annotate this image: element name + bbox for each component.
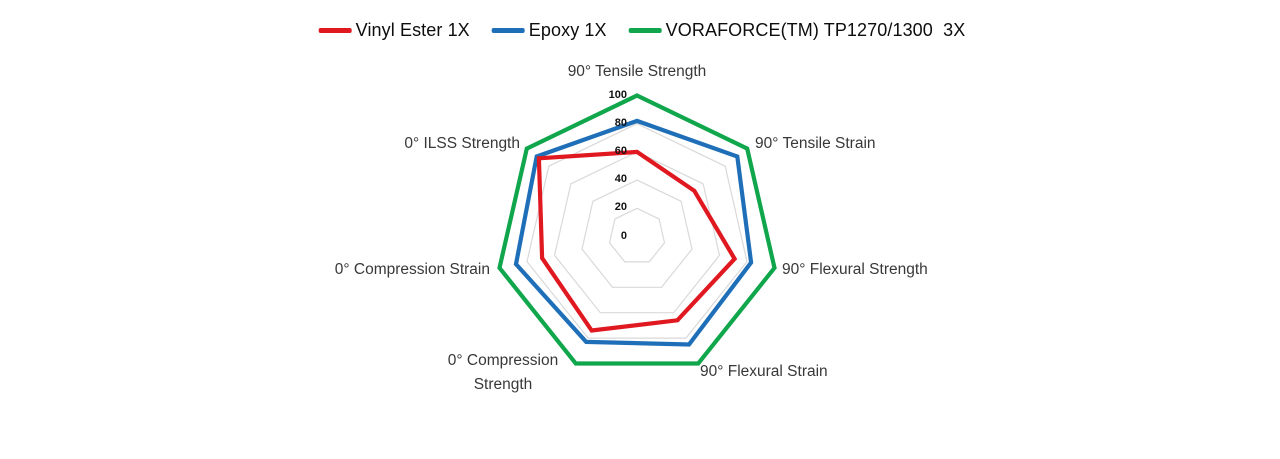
- legend-line-swatch: [318, 28, 352, 33]
- series-polygon-voraforce-tm-tp1270-1300-3x: [497, 93, 777, 366]
- series-polygon-epoxy-1x: [513, 118, 754, 347]
- axis-label-4: 0° Compression Strength: [447, 351, 559, 393]
- gridline-polygon: [553, 151, 721, 314]
- gridline-polygon: [581, 179, 693, 288]
- radial-tick-label: 100: [608, 89, 627, 101]
- radial-tick-label: 60: [614, 145, 627, 157]
- gridline-polygon: [608, 207, 666, 263]
- radial-tick-label: 0: [620, 230, 627, 242]
- legend-item: Vinyl Ester 1X: [318, 20, 470, 41]
- legend-label: Epoxy 1X: [528, 20, 607, 40]
- legend-line-swatch: [491, 28, 525, 33]
- radial-tick-label: 20: [614, 201, 627, 213]
- legend: Vinyl Ester 1X Epoxy 1X VORAFORCE(TM) TP12…: [318, 20, 966, 41]
- axis-label-5: 0° Compression Strain: [334, 260, 490, 278]
- axis-label-3: 90° Flexural Strain: [700, 362, 828, 380]
- series-polygon-vinyl-ester-1x: [536, 149, 738, 333]
- axis-label-1: 90° Tensile Strain: [755, 134, 876, 152]
- legend-label: Vinyl Ester 1X: [355, 20, 470, 40]
- legend-item: Epoxy 1X: [491, 20, 607, 41]
- radial-tick-label: 40: [614, 173, 627, 185]
- axis-label-2: 90° Flexural Strength: [782, 260, 928, 278]
- legend-item: VORAFORCE(TM) TP1270/1300 3X: [628, 20, 966, 41]
- radial-tick-label: 80: [614, 117, 627, 129]
- gridline-polygon: [526, 123, 748, 339]
- legend-line-swatch: [628, 28, 662, 33]
- axis-label-6: 0° ILSS Strength: [404, 134, 520, 152]
- legend-label: VORAFORCE(TM) TP1270/1300 3X: [665, 20, 966, 40]
- axis-label-0: 90° Tensile Strength: [567, 62, 707, 80]
